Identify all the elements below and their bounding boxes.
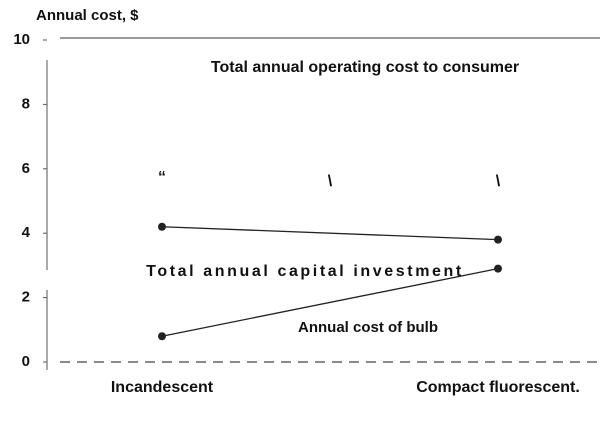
annotation: “ [158,169,166,186]
y-axis-label: Annual cost, $ [36,7,139,24]
point [158,222,166,231]
x-tick-label: Incandescent [111,379,214,396]
x-tick-label: Compact fluorescent. [416,379,580,396]
y-tick-label: 6 [22,160,30,177]
point [158,332,166,341]
y-tick-label: 10 [13,31,30,48]
y-tick-label: 2 [22,289,30,306]
series-label: Annual cost of bulb [298,319,438,336]
series-line [161,226,499,241]
annotation: \ [328,173,333,190]
series-line [161,267,499,337]
y-tick-label: 0 [22,353,30,370]
y-tick-label: 8 [22,95,30,112]
series-label: Total annual capital investment [146,263,464,280]
annotation: Total annual operating cost to consumer [211,59,519,76]
y-tick-label: 4 [22,224,31,241]
point [494,235,502,244]
annotation: \ [496,173,501,190]
point [494,264,502,273]
